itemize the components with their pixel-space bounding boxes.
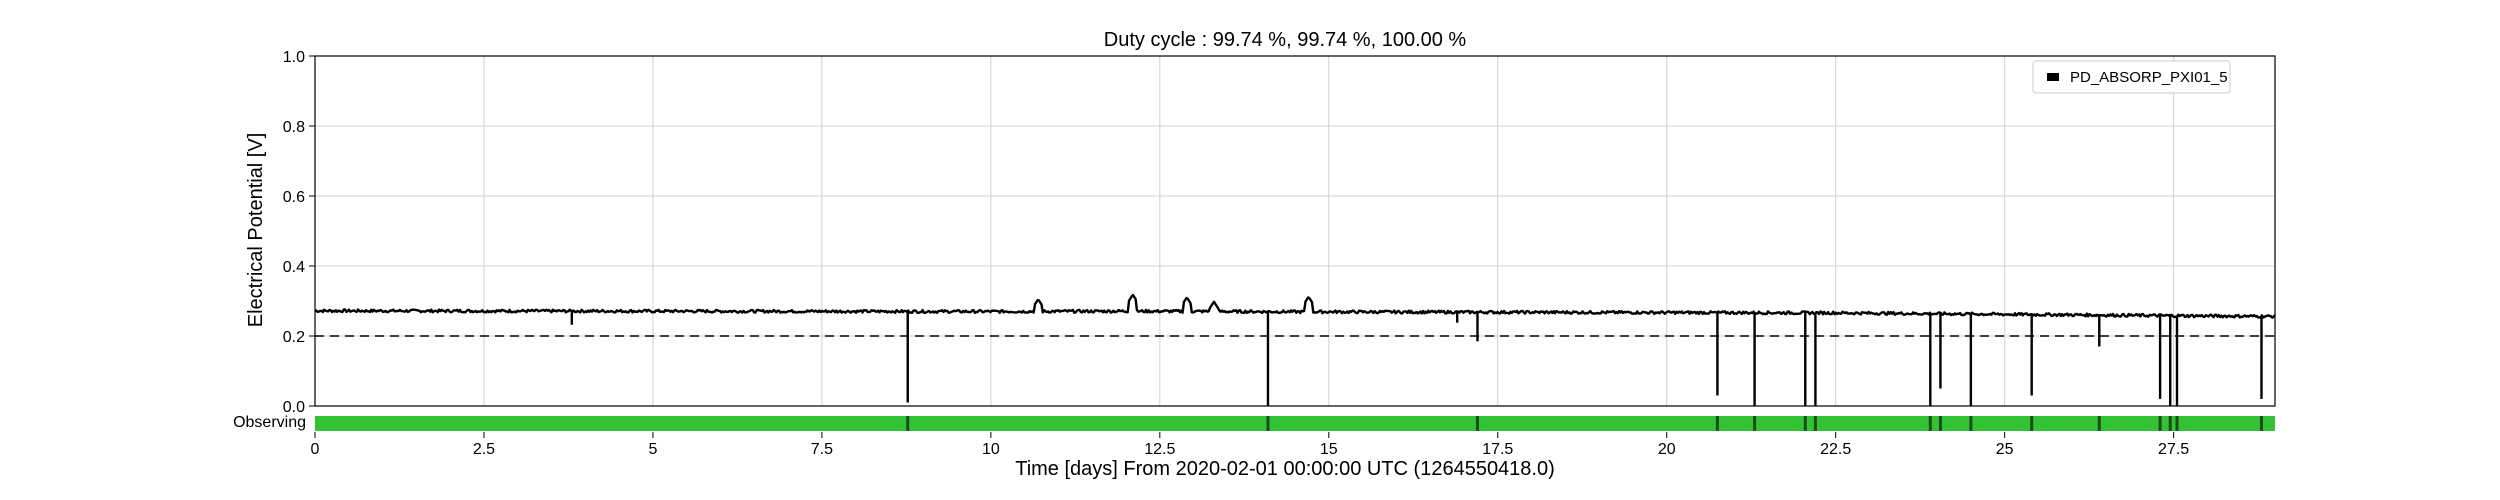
legend-entry: PD_ABSORP_PXI01_5 xyxy=(2070,69,2228,86)
y-tick-label: 0.0 xyxy=(283,399,305,416)
x-tick-label: 2.5 xyxy=(473,441,495,458)
x-tick-label: 10 xyxy=(982,441,1000,458)
state-bar-label: Observing xyxy=(233,414,306,431)
state-gap xyxy=(2097,416,2101,431)
state-gap xyxy=(2158,416,2162,431)
state-gap xyxy=(1938,416,1942,431)
state-gap xyxy=(1969,416,1973,431)
state-segment xyxy=(315,416,2275,431)
x-tick-label: 15 xyxy=(1320,441,1338,458)
state-gap xyxy=(1753,416,1757,431)
x-tick-label: 5 xyxy=(648,441,657,458)
chart-title: Duty cycle : 99.74 %, 99.74 %, 100.00 % xyxy=(1104,29,1467,51)
x-tick-label: 0 xyxy=(311,441,320,458)
x-axis: 0 2.5 5 7.5 10 12.5 15 17.5 20 22.5 25 27.5 xyxy=(311,432,2189,458)
x-tick-label: 25 xyxy=(1996,441,2014,458)
x-axis-label: Time [days] From 2020-02-01 00:00:00 UTC… xyxy=(1015,458,1555,480)
x-tick-label: 27.5 xyxy=(2158,441,2189,458)
y-tick-label: 0.6 xyxy=(283,189,305,206)
legend-box xyxy=(2032,60,2231,94)
state-gap xyxy=(1803,416,1807,431)
dip-marks xyxy=(570,311,2263,406)
y-tick-label: 0.2 xyxy=(283,329,305,346)
legend-swatch xyxy=(2047,73,2059,81)
y-tick-label: 0.8 xyxy=(283,119,305,136)
state-gap xyxy=(1928,416,1932,431)
y-axis-label: Electrical Potential [V] xyxy=(245,133,267,328)
series-line xyxy=(314,293,2276,319)
plot-frame xyxy=(314,55,2276,407)
state-gap xyxy=(2030,416,2034,431)
x-tick-label: 20 xyxy=(1658,441,1676,458)
x-tick-label: 17.5 xyxy=(1482,441,1513,458)
y-tick-label: 0.4 xyxy=(283,259,305,276)
grid xyxy=(314,55,2275,407)
state-gap xyxy=(2175,416,2179,431)
state-gap xyxy=(1715,416,1719,431)
state-gap xyxy=(2259,416,2263,431)
state-gap xyxy=(2168,416,2172,431)
state-gap xyxy=(1813,416,1817,431)
y-axis: 0.0 0.2 0.4 0.6 0.8 1.0 xyxy=(283,49,315,416)
state-gap xyxy=(906,416,910,431)
legend: PD_ABSORP_PXI01_5 xyxy=(2032,60,2231,94)
x-tick-label: 22.5 xyxy=(1820,441,1851,458)
state-bar: Observing xyxy=(233,414,2275,431)
x-tick-label: 12.5 xyxy=(1144,441,1175,458)
state-gap xyxy=(1475,416,1479,431)
state-gap xyxy=(1266,416,1270,431)
y-tick-label: 1.0 xyxy=(283,49,305,66)
x-tick-label: 7.5 xyxy=(811,441,833,458)
